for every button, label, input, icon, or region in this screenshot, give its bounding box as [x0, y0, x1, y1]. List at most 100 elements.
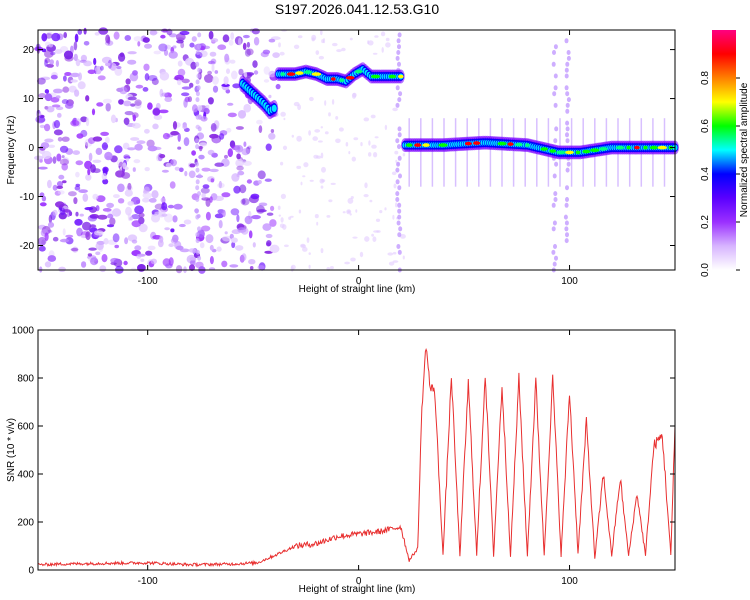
- noise-blob: [302, 246, 308, 252]
- streak-blob: [197, 191, 201, 197]
- noise-blob: [55, 201, 65, 208]
- noise-blob: [85, 117, 90, 127]
- noise-blob: [212, 137, 220, 144]
- noise-blob: [62, 157, 70, 165]
- noise-blob: [268, 38, 276, 43]
- noise-blob: [275, 83, 281, 90]
- noise-blob: [336, 49, 342, 53]
- noise-blob: [74, 33, 79, 43]
- noise-blob: [131, 214, 140, 220]
- noise-blob: [161, 169, 169, 173]
- noise-blob: [60, 207, 66, 216]
- noise-blob: [114, 145, 123, 154]
- noise-blob: [144, 128, 150, 134]
- noise-blob: [97, 75, 106, 81]
- streak-blob: [554, 161, 559, 167]
- streak-blob: [195, 167, 200, 173]
- noise-blob: [40, 142, 50, 149]
- streak-blob: [565, 126, 570, 132]
- noise-blob: [119, 86, 128, 95]
- noise-blob: [169, 181, 176, 189]
- streak-blob: [565, 132, 569, 138]
- streak-blob: [195, 61, 200, 67]
- noise-blob: [74, 89, 80, 97]
- noise-blob: [148, 198, 157, 203]
- streak-blob: [197, 67, 202, 73]
- noise-blob: [101, 142, 108, 151]
- noise-blob: [105, 62, 111, 67]
- noise-blob: [101, 254, 108, 263]
- streak-blob: [566, 161, 571, 167]
- tone-peak: [549, 149, 557, 153]
- noise-blob: [110, 257, 120, 264]
- noise-blob: [385, 37, 390, 42]
- y-tick-label: 1000: [12, 326, 35, 337]
- noise-blob: [56, 153, 62, 162]
- noise-blob: [78, 72, 82, 81]
- noise-blob: [308, 130, 311, 136]
- noise-blob: [61, 99, 69, 105]
- noise-blob: [265, 143, 272, 151]
- streak-blob: [554, 126, 559, 132]
- noise-blob: [179, 30, 190, 36]
- noise-blob: [62, 180, 67, 184]
- streak-blob: [553, 102, 558, 108]
- x-tick-label: 0: [356, 576, 362, 587]
- noise-blob: [268, 94, 272, 99]
- streak-blob: [565, 197, 569, 202]
- streak-blob: [397, 155, 402, 161]
- noise-blob: [258, 125, 263, 133]
- noise-blob: [227, 148, 233, 158]
- noise-blob: [266, 240, 272, 247]
- y-tick-label: 0: [28, 566, 34, 577]
- noise-blob: [177, 132, 181, 142]
- noise-blob: [92, 193, 99, 200]
- noise-blob: [293, 101, 300, 107]
- noise-blob: [298, 209, 302, 214]
- noise-blob: [266, 212, 274, 216]
- noise-blob: [55, 95, 61, 99]
- snr-frame: [37, 329, 676, 571]
- streak-blob: [565, 232, 569, 238]
- streak-blob: [397, 32, 402, 38]
- y-tick-label: -20: [20, 241, 35, 252]
- noise-blob: [279, 51, 285, 56]
- noise-blob: [252, 60, 258, 68]
- noise-blob: [145, 250, 153, 256]
- noise-blob: [349, 213, 352, 216]
- snr-y-axis: 0 200 400 600 800 1000: [12, 326, 675, 577]
- streak-blob: [197, 32, 202, 38]
- noise-blob: [158, 43, 168, 52]
- noise-blob: [105, 136, 110, 144]
- noise-blob: [189, 82, 194, 88]
- noise-blob: [123, 100, 132, 107]
- noise-blob: [290, 215, 294, 218]
- tone-peak: [405, 143, 413, 147]
- noise-blob: [132, 122, 141, 129]
- noise-blob: [290, 264, 296, 270]
- noise-blob: [95, 147, 103, 155]
- noise-blob: [112, 233, 120, 243]
- streak-blob: [553, 85, 558, 91]
- noise-blob: [123, 154, 130, 159]
- noise-blob: [210, 38, 219, 43]
- noise-blob: [36, 110, 42, 118]
- noise-blob: [101, 173, 108, 180]
- noise-blob: [188, 170, 196, 179]
- noise-blob: [124, 111, 134, 116]
- noise-blob: [392, 260, 399, 263]
- noise-blob: [39, 192, 45, 197]
- noise-blob: [94, 32, 100, 36]
- noise-blob: [112, 208, 122, 217]
- noise-blob: [363, 194, 369, 198]
- noise-blob: [172, 121, 178, 130]
- spectrogram-x-axis: -100 0 100: [138, 30, 578, 287]
- noise-blob: [349, 37, 353, 41]
- noise-blob: [198, 154, 205, 160]
- noise-blob: [263, 66, 270, 75]
- noise-blob: [264, 178, 272, 182]
- noise-blob: [291, 134, 294, 138]
- noise-blob: [65, 237, 74, 245]
- noise-blob: [222, 209, 226, 217]
- streak-blob: [195, 214, 200, 220]
